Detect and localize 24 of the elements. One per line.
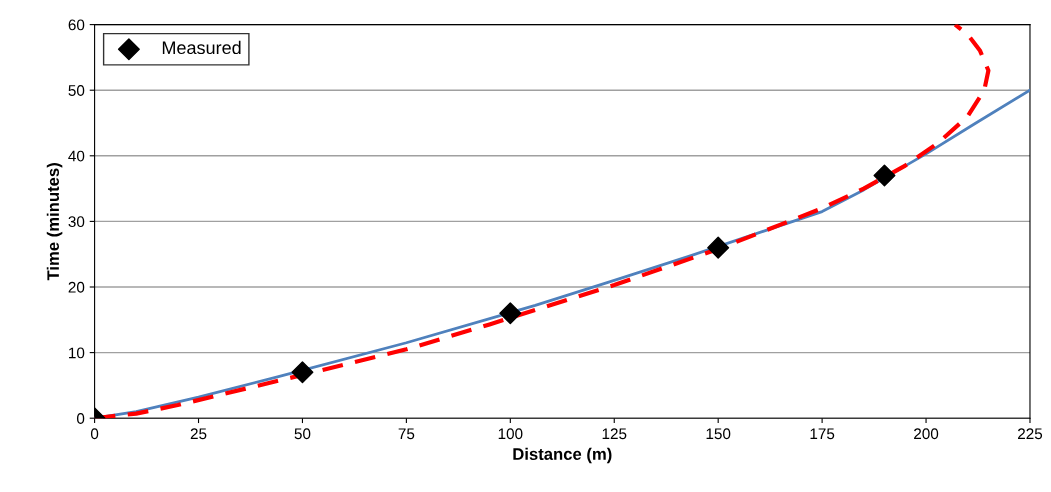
x-tick-label: 200 bbox=[914, 428, 939, 440]
legend-label: Measured bbox=[162, 40, 241, 55]
y-axis-title: Time (minutes) bbox=[46, 163, 63, 281]
y-tick-label: 10 bbox=[69, 347, 85, 359]
x-tick-label: 25 bbox=[190, 428, 207, 440]
point bbox=[873, 164, 896, 187]
y-tick-label: 40 bbox=[68, 150, 85, 162]
x-tick-label: 225 bbox=[1018, 428, 1043, 440]
y-tick-label: 30 bbox=[68, 216, 85, 228]
x-tick-label: 150 bbox=[706, 428, 731, 440]
y-tick-label: 0 bbox=[76, 413, 85, 424]
point bbox=[707, 236, 730, 259]
x-tick-label: 175 bbox=[810, 428, 835, 440]
x-tick-label: 100 bbox=[498, 428, 523, 440]
point bbox=[499, 302, 522, 325]
point bbox=[291, 361, 314, 384]
y-tick-label: 60 bbox=[68, 19, 85, 31]
x-tick-label: 50 bbox=[294, 428, 311, 440]
x-axis-title: Distance (m) bbox=[513, 447, 612, 464]
x-tick-label: 0 bbox=[90, 428, 99, 440]
y-tick-label: 50 bbox=[68, 85, 85, 96]
y-tick-label: 20 bbox=[68, 281, 85, 293]
x-tick-label: 125 bbox=[602, 428, 627, 440]
x-tick-label: 75 bbox=[398, 428, 415, 440]
